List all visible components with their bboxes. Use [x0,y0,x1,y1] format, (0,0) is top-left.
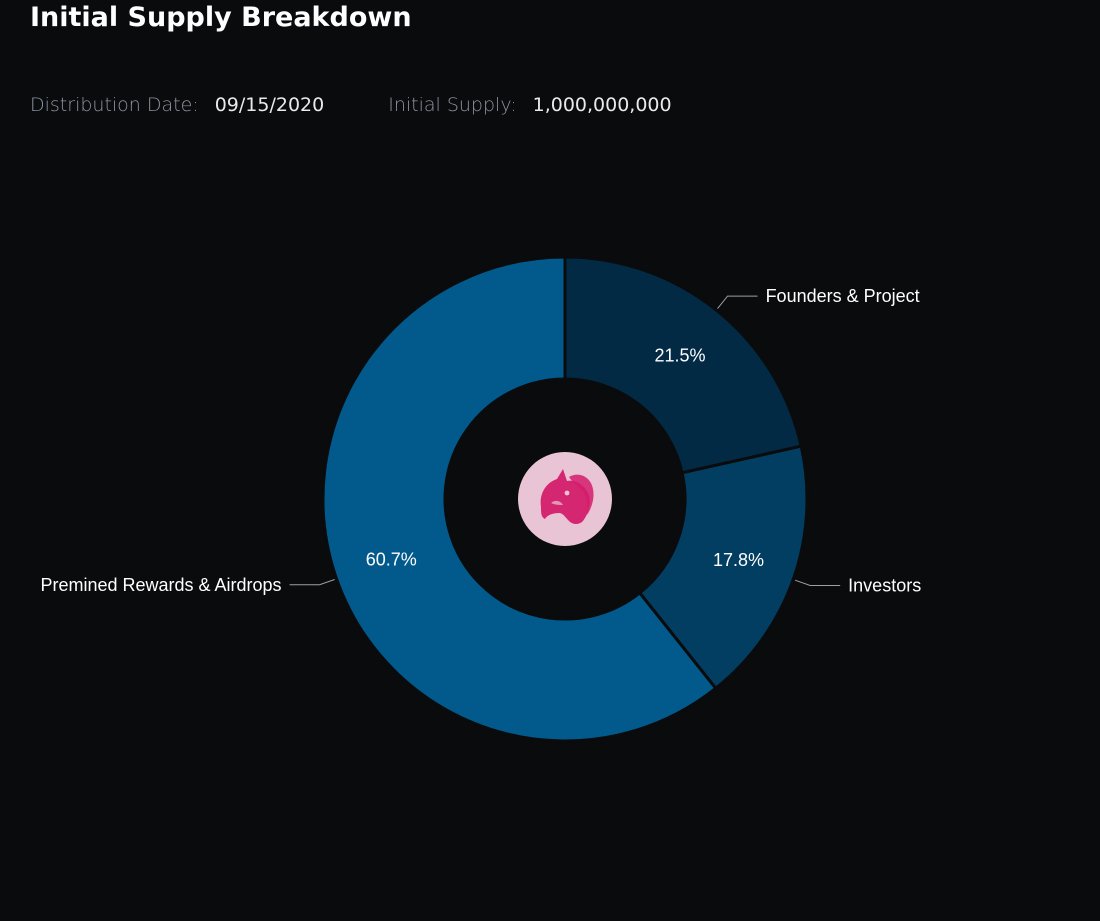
slice-percent-founders-project: 21.5% [655,345,706,365]
slice-label-premined-rewards-airdrops: Premined Rewards & Airdrops [40,575,281,595]
slice-percent-investors: 17.8% [713,550,764,570]
slice-premined-rewards-airdrops [321,255,718,743]
uniswap-unicorn-icon [518,452,612,546]
leader-line-premined-rewards-airdrops [289,579,335,586]
slice-labels: 21.5% Founders & Project 17.8% Investors 60.… [40,286,921,595]
leader-line-founders-project [717,295,758,309]
initial-supply: Initial Supply: 1,000,000,000 [388,94,671,116]
slice-percent-premined-rewards-airdrops: 60.7% [366,550,417,570]
initial-supply-value: 1,000,000,000 [532,94,672,116]
slice-founders-project [563,255,803,475]
initial-supply-label: Initial Supply: [388,94,517,116]
donut-slices [321,255,809,743]
leader-line-investors [794,579,841,587]
supply-meta-row: Distribution Date: 09/15/2020 Initial Su… [30,92,672,118]
distribution-date-value: 09/15/2020 [214,94,325,116]
distribution-date: Distribution Date: 09/15/2020 [30,94,324,116]
page-title: Initial Supply Breakdown [30,2,412,33]
slice-label-founders-project: Founders & Project [766,286,920,306]
leader-lines [289,295,841,587]
distribution-date-label: Distribution Date: [30,94,199,116]
slice-investors [638,444,809,690]
slice-label-investors: Investors [848,576,921,596]
